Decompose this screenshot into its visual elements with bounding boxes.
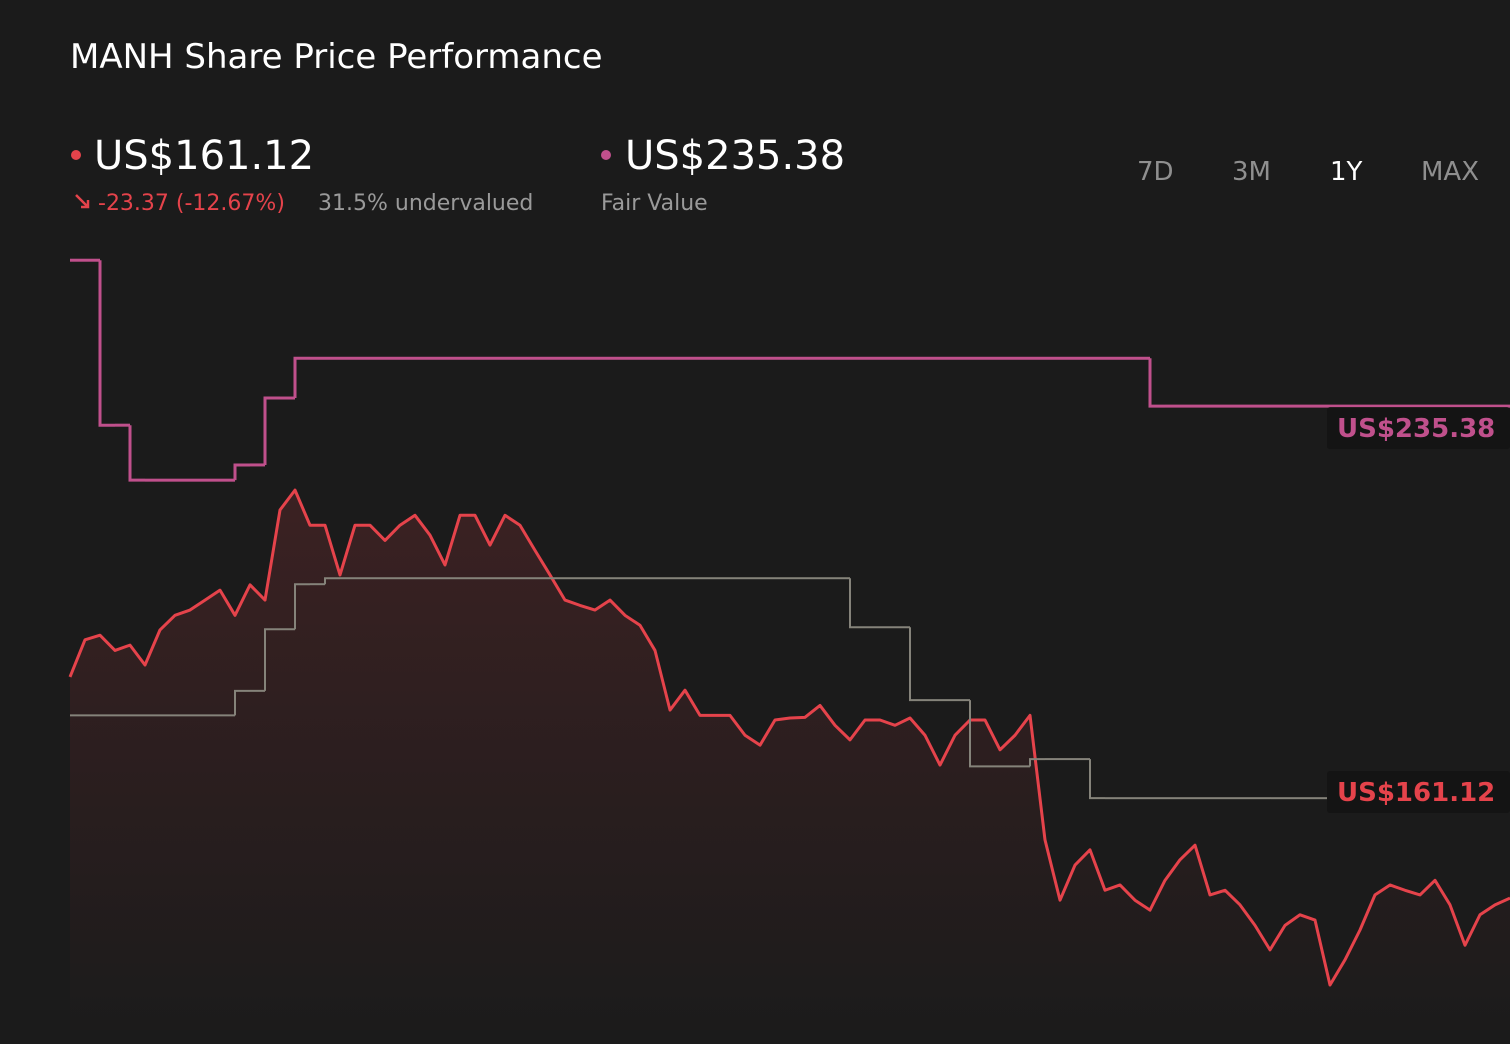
step-segment [234, 689, 250, 716]
step-segment [849, 578, 865, 629]
step-segment [264, 628, 280, 691]
step-segment [98, 260, 115, 427]
price-line [68, 488, 1510, 987]
range-button[interactable]: 7D [1137, 157, 1174, 187]
chart-title: MANH Share Price Performance [70, 37, 603, 77]
price-badge [1327, 771, 1510, 813]
step-segment [324, 577, 340, 585]
fair-value-dot [601, 150, 611, 160]
area-shade [70, 490, 1510, 1038]
step-segment [263, 396, 280, 465]
price-badge-label: US$161.12 [1337, 778, 1495, 808]
plot-area [68, 258, 1510, 1038]
price-dot [71, 150, 81, 160]
current-price: US$161.12 [94, 133, 314, 179]
step-segment [1089, 759, 1105, 800]
range-button[interactable]: MAX [1421, 157, 1479, 187]
fair-value-badge-label: US$235.38 [1337, 414, 1495, 444]
down-arrow-icon [75, 194, 90, 209]
step-segment [1148, 358, 1165, 408]
step-segment [909, 627, 925, 702]
fair-value-badge [1327, 407, 1510, 450]
step-segment [233, 463, 250, 481]
step-segment [294, 583, 310, 630]
range-button[interactable]: 3M [1232, 157, 1271, 187]
fair-value: US$235.38 [625, 133, 845, 179]
valuation: 31.5% undervalued [318, 191, 533, 216]
step-segment [293, 356, 310, 399]
step-segment [969, 700, 985, 768]
fair-value-label: Fair Value [601, 191, 708, 216]
step-segment [1029, 758, 1045, 767]
step-segment [128, 425, 145, 482]
range-button[interactable]: 1Y [1330, 157, 1363, 187]
price-change: -23.37 (-12.67%) [98, 191, 285, 216]
